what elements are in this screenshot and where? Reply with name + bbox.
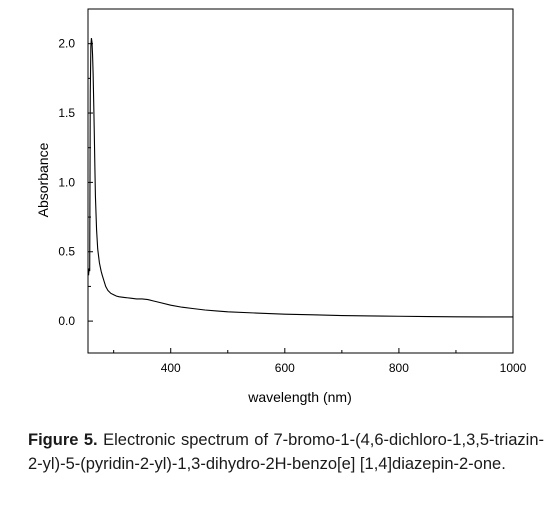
caption-label: Figure 5.	[28, 431, 98, 449]
absorbance-chart: 400 600 800 1000 0.0 0.5 1.0 1.5 2.0 wavelength…	[35, 8, 527, 405]
x-axis-ticks: 400 600 800 1000	[113, 348, 527, 375]
x-axis-label: wavelength (nm)	[247, 389, 352, 405]
figure-caption: Figure 5. Electronic spectrum of 7-bromo…	[28, 428, 544, 476]
x-tick-label: 400	[161, 361, 181, 375]
y-tick-label: 0.5	[58, 245, 75, 259]
y-tick-label: 2.0	[58, 37, 75, 51]
caption-text: Electronic spectrum of 7-bromo-1-(4,6-di…	[28, 431, 545, 473]
y-tick-label: 0.0	[58, 314, 75, 328]
x-tick-label: 600	[275, 361, 295, 375]
y-axis-label: Absorbance	[35, 142, 51, 217]
plot-frame	[87, 8, 514, 354]
y-tick-label: 1.5	[58, 106, 75, 120]
y-tick-label: 1.0	[58, 175, 75, 189]
x-tick-label: 800	[389, 361, 409, 375]
x-tick-label: 1000	[500, 361, 527, 375]
spectrum-line	[88, 38, 513, 318]
